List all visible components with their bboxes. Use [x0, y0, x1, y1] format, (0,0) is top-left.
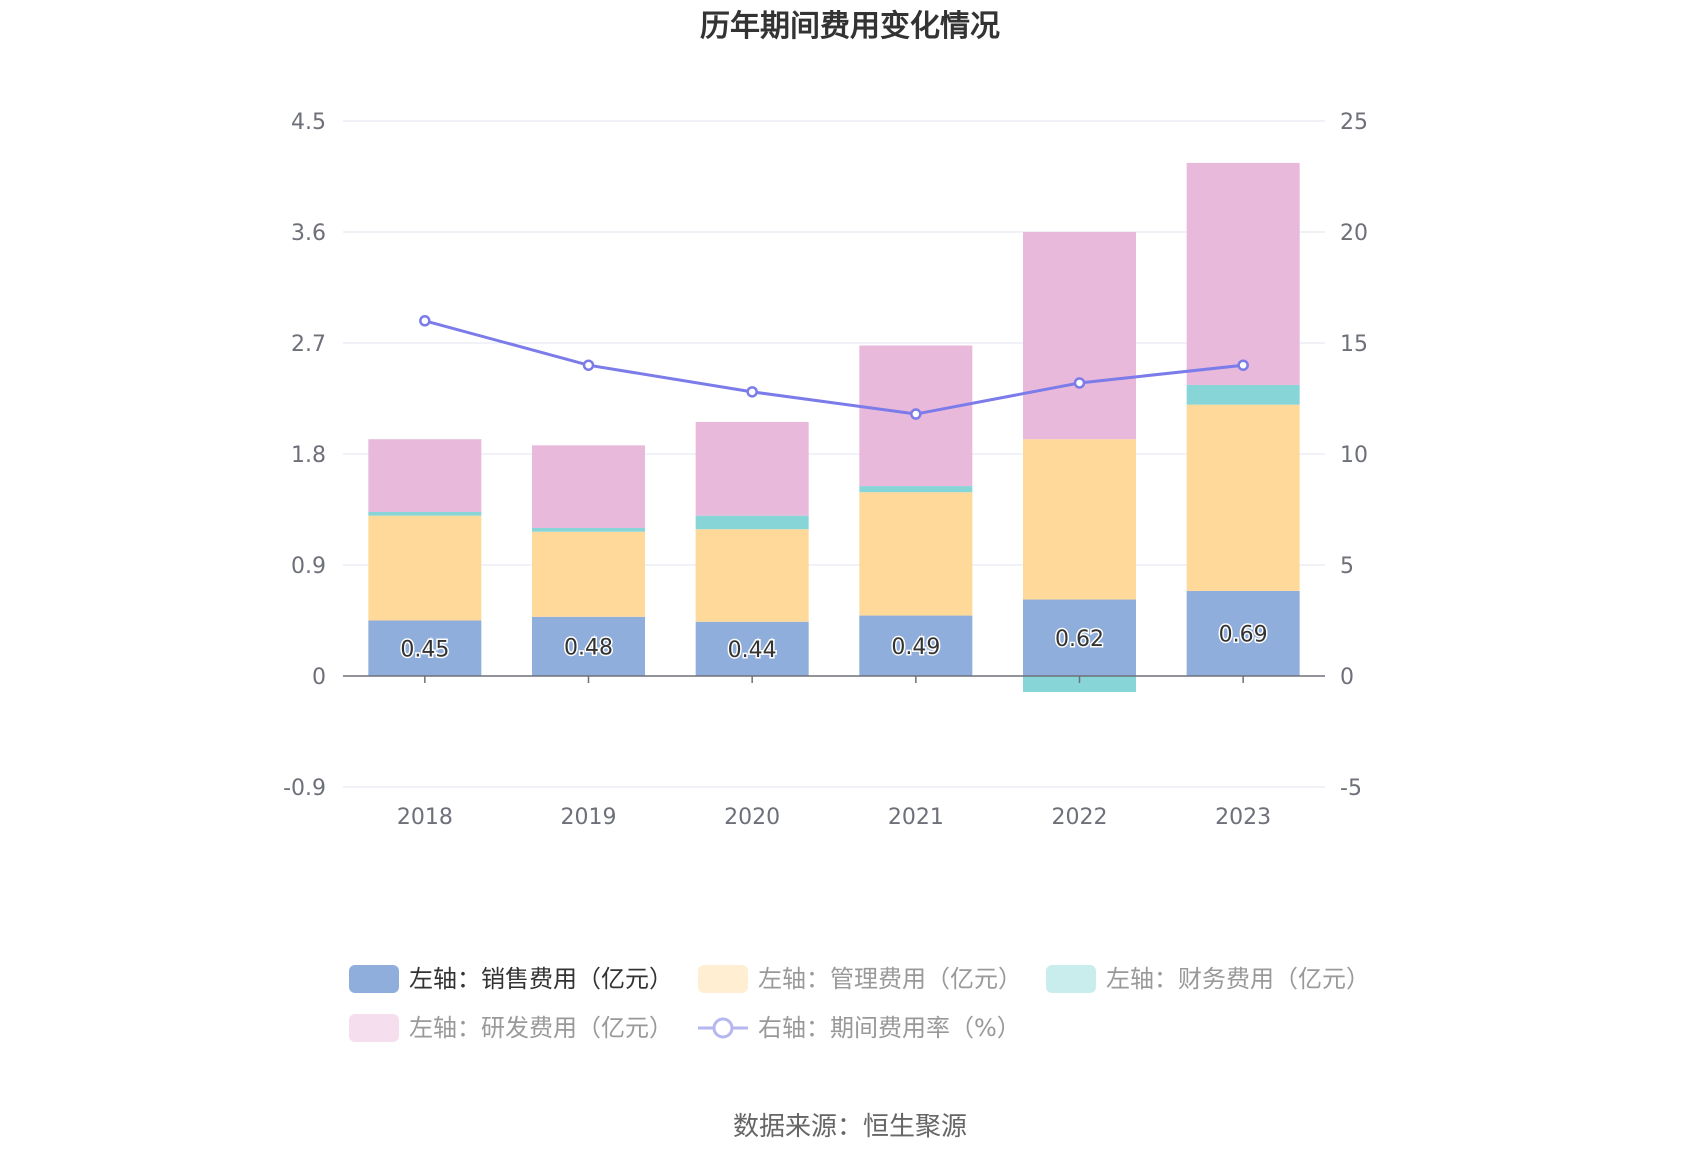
- bar-value-label: 0.49: [891, 635, 940, 660]
- legend-label: 左轴：销售费用（亿元）: [409, 965, 673, 993]
- bar-segment: [859, 615, 973, 676]
- bar-segment: [368, 515, 482, 621]
- x-tick-label: 2022: [1052, 805, 1108, 830]
- ratio-line: [424, 319, 1244, 416]
- ratio-point: [910, 408, 922, 420]
- ratio-point: [1073, 377, 1086, 389]
- legend-item[interactable]: 左轴：财务费用（亿元）: [1046, 965, 1370, 993]
- left-tick-label: -0.9: [283, 776, 326, 801]
- right-axis-ticks: 25 20 15 10 5 0 -5: [1340, 110, 1368, 801]
- right-tick-label: -5: [1340, 776, 1362, 801]
- legend-swatch-icon: [698, 965, 748, 993]
- right-tick-label: 10: [1340, 443, 1368, 468]
- x-axis: [343, 675, 1325, 683]
- legend-item[interactable]: 左轴：管理费用（亿元）: [698, 965, 1022, 993]
- bar-segment: [859, 492, 973, 616]
- bar-value-label: 0.48: [564, 635, 613, 660]
- bar-segment: [368, 620, 482, 676]
- bar-segment: [532, 445, 645, 528]
- ratio-point: [746, 386, 758, 398]
- right-tick-label: 15: [1340, 332, 1368, 357]
- right-tick-label: 0: [1340, 665, 1354, 690]
- bar-segment: [1186, 590, 1300, 676]
- x-tick-label: 2019: [561, 805, 617, 830]
- x-tick-label: 2018: [397, 805, 453, 830]
- bar-segment: [1023, 232, 1136, 440]
- bar-value-label: 0.62: [1055, 627, 1104, 652]
- right-tick-label: 20: [1340, 221, 1368, 246]
- legend-item[interactable]: 左轴：销售费用（亿元）: [349, 965, 673, 993]
- grid-lines: [343, 120, 1325, 788]
- bar-segment: [695, 515, 809, 530]
- x-tick-label: 2021: [888, 805, 944, 830]
- bar-segment: [859, 486, 973, 493]
- bar-segment: [368, 511, 482, 516]
- source-note: 数据来源：恒生聚源: [733, 1112, 967, 1142]
- left-tick-label: 0.9: [291, 554, 326, 579]
- x-tick-label: 2020: [724, 805, 780, 830]
- bar-segment: [1186, 384, 1300, 405]
- right-tick-label: 25: [1340, 110, 1368, 135]
- bar-value-labels: 0.45 0.48 0.44 0.49 0.62 0.69: [399, 621, 1269, 664]
- expense-ratio-line: [419, 315, 1249, 420]
- legend-swatch-icon: [1046, 965, 1096, 993]
- ratio-point: [419, 315, 431, 327]
- bar-value-label: 0.45: [400, 637, 449, 662]
- bar-segment: [532, 528, 645, 532]
- ratio-point: [582, 359, 595, 371]
- bar-segment: [1023, 439, 1136, 600]
- chart-title: 历年期间费用变化情况: [700, 9, 1000, 44]
- ratio-point: [1237, 359, 1249, 371]
- bar-segment: [532, 531, 645, 617]
- x-tick-label: 2023: [1215, 805, 1271, 830]
- legend-item[interactable]: 右轴：期间费用率（%）: [698, 1014, 1021, 1042]
- bar-value-label: 0.44: [728, 638, 777, 663]
- left-tick-label: 1.8: [291, 443, 326, 468]
- legend-label: 左轴：研发费用（亿元）: [409, 1014, 673, 1042]
- left-tick-label: 2.7: [291, 332, 326, 357]
- left-axis-ticks: 4.5 3.6 2.7 1.8 0.9 0 -0.9: [283, 110, 326, 801]
- bar-segment: [1186, 162, 1300, 385]
- right-tick-label: 5: [1340, 554, 1354, 579]
- legend-label: 左轴：管理费用（亿元）: [758, 965, 1022, 993]
- bar-segment: [1023, 599, 1136, 676]
- bar-segment: [695, 621, 809, 676]
- bar-segment: [695, 421, 809, 516]
- left-tick-label: 3.6: [291, 221, 326, 246]
- legend-label: 右轴：期间费用率（%）: [758, 1014, 1021, 1042]
- left-tick-label: 4.5: [291, 110, 326, 135]
- bar-segment: [368, 439, 482, 512]
- bar-segment: [1023, 676, 1136, 693]
- legend-swatch-icon: [349, 965, 399, 993]
- legend-marker-icon: [712, 1017, 734, 1039]
- stacked-bars: [368, 162, 1300, 693]
- legend-swatch-icon: [349, 1014, 399, 1042]
- legend: 左轴：销售费用（亿元） 左轴：管理费用（亿元） 左轴：财务费用（亿元） 左轴：研发费用…: [349, 965, 1370, 1042]
- bar-segment: [532, 616, 645, 676]
- bar-value-label: 0.69: [1219, 622, 1268, 647]
- bar-segment: [695, 529, 809, 622]
- legend-label: 左轴：财务费用（亿元）: [1106, 965, 1370, 993]
- bar-segment: [1186, 404, 1300, 591]
- left-tick-label: 0: [312, 665, 326, 690]
- x-axis-labels: 2018 2019 2020 2021 2022 2023: [397, 805, 1271, 830]
- legend-item[interactable]: 左轴：研发费用（亿元）: [349, 1014, 673, 1042]
